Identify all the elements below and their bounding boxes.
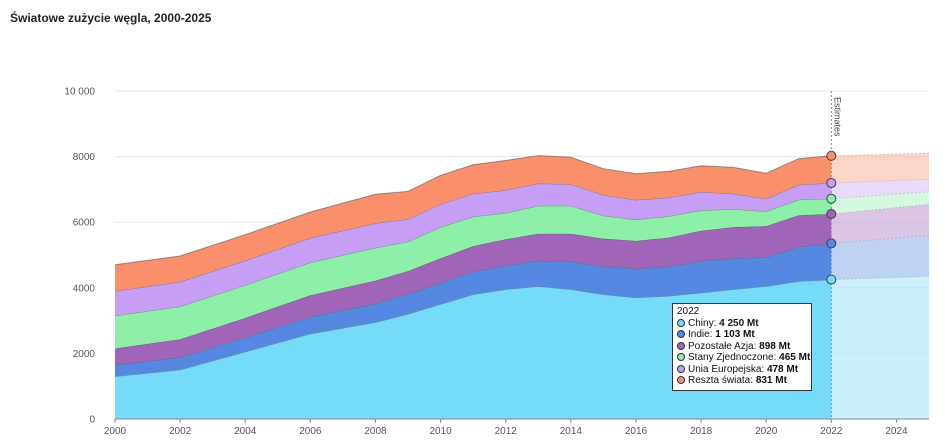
tooltip-row: Stany Zjednoczone: 465 Mt [677,352,811,364]
tooltip-label: Pozostałe Azja: [688,340,760,352]
estimates-region: Estimates [830,91,929,419]
x-tick-label: 2024 [885,426,908,437]
tooltip-label: Stany Zjednoczone: [688,352,780,363]
marker-1 [826,274,837,285]
tooltip-row: Unia Europejska: 478 Mt [677,364,807,376]
marker-3 [826,208,837,219]
legend-swatch [677,364,685,373]
x-tick-label: 2004 [234,426,257,437]
legend-swatch [677,318,685,327]
axes [114,418,929,423]
y-tick-label: 2000 [73,349,96,360]
x-tick-label: 2006 [299,426,322,437]
area-estimate-2 [831,235,929,280]
area-boundary-estimate-6 [831,152,930,157]
x-tick-label: 2000 [104,426,127,437]
area-estimate-5 [831,179,929,199]
y-tick-label: 10 000 [64,87,95,98]
tooltip-value: 898 Mt [759,340,791,352]
legend-swatch [677,330,685,338]
area-boundary-6 [114,155,832,266]
tooltip-value: 1 103 Mt [715,329,755,340]
hover-markers [826,150,837,285]
legend-swatch [677,376,685,384]
marker-4 [826,193,837,204]
marker-6 [826,150,837,161]
area-1 [115,279,832,419]
tooltip-value: 465 Mt [779,352,811,363]
x-tick-label: 2002 [169,426,192,437]
area-6 [115,155,832,292]
legend-swatch [677,353,685,361]
estimates-label: Estimates [832,97,842,137]
y-tick-label: 8000 [73,152,96,163]
tooltip-rows: Chiny: 4 250 Mt Indie: 1 103 Mt Pozostałe … [677,318,811,387]
stacked-areas [114,152,930,419]
tooltip: 2022 Chiny: 4 250 Mt Indie: 1 103 Mt Pozos… [672,303,812,391]
y-tick-label: 6000 [73,218,96,229]
x-tick-label: 2022 [820,426,843,437]
area-5 [115,183,832,316]
tooltip-label: Indie: [688,329,716,340]
x-tick-label: 2012 [495,426,518,437]
tooltip-value: 4 250 Mt [719,317,759,329]
area-boundary-estimate-4 [831,191,930,200]
area-estimate-3 [831,204,929,244]
area-estimate-1 [831,276,929,419]
chart-title: Światowe zużycie węgla, 2000-2025 [10,11,212,25]
tooltip-label: Chiny: [688,317,720,329]
tooltip-value: 831 Mt [755,375,787,386]
y-tick-label: 4000 [73,283,96,294]
x-tick-label: 2010 [429,426,452,437]
estimates-shade [831,91,929,419]
tooltip-row: Indie: 1 103 Mt [677,329,807,341]
tooltip-label: Reszta świata: [688,375,756,386]
x-tick-label: 2014 [560,426,583,437]
tooltip-row: Chiny: 4 250 Mt [677,318,807,330]
tick-labels: 0 2000 4000 6000 8000 10 000 2000 2002 2004 2006 2… [64,87,908,438]
marker-2 [826,238,837,249]
area-2 [115,243,832,377]
x-tick-label: 2018 [690,426,713,437]
area-estimate-6 [831,153,929,183]
marker-5 [826,178,837,189]
tooltip-value: 478 Mt [766,363,799,375]
area-4 [115,198,832,349]
x-tick-label: 2008 [364,426,387,437]
tooltip-year: 2022 [677,306,700,317]
y-tick-label: 0 [89,415,95,426]
tooltip-label: Unia Europejska: [688,363,767,375]
tooltip-row: Pozostałe Azja: 898 Mt [677,341,807,353]
area-3 [115,214,832,365]
x-tick-label: 2020 [755,426,778,437]
x-tick-label: 2016 [625,426,648,437]
tooltip-row: Reszta świata: 831 Mt [677,375,807,387]
legend-swatch [677,341,685,350]
